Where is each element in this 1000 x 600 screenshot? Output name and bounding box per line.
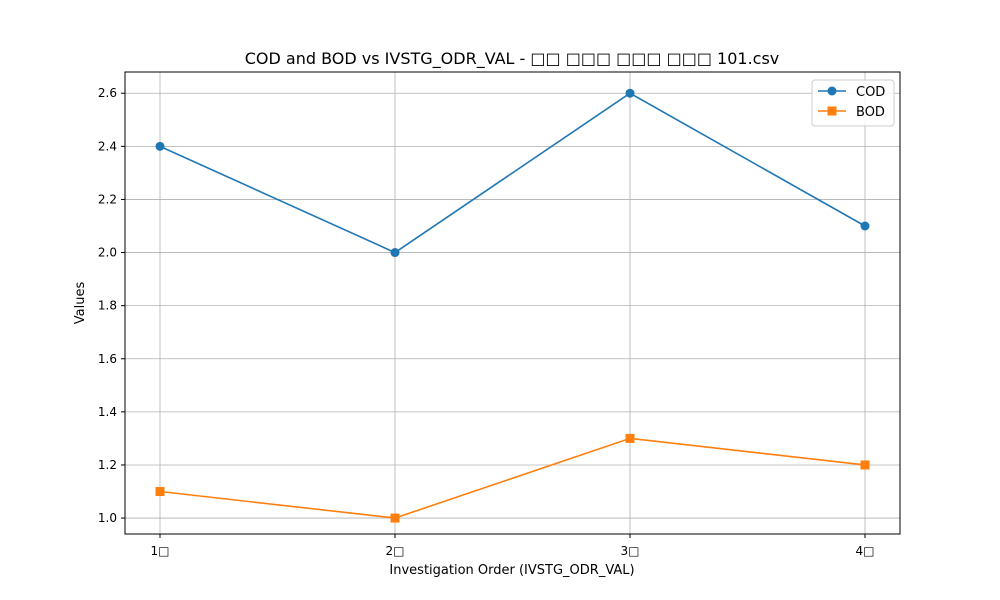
legend-label-cod: COD [856,85,885,100]
bod-data-point [625,433,635,443]
legend-label-bod: BOD [856,105,885,120]
cod-data-point [625,88,635,98]
cod-data-point [155,141,165,151]
bod-data-point [860,460,870,470]
chart-title: COD and BOD vs IVSTG_ODR_VAL - □□ □□□ □□… [245,49,780,69]
y-tick-label: 2.6 [98,86,117,100]
cod-series-line [159,92,866,254]
y-tick-label: 1.8 [98,299,117,313]
y-tick-label: 1.4 [98,405,117,419]
series-layer [155,88,870,523]
y-tick-label: 2.4 [98,139,117,153]
legend-marker-bod [827,106,837,116]
x-tick-label: 3□ [621,544,640,558]
axes: 1□ 2□ 3□ 4□ 1.0 1.2 1.4 1.6 1.8 2.0 2.2 2.4 2.6 [98,71,901,558]
legend-marker-cod [827,86,837,96]
x-axis-label: Investigation Order (IVSTG_ODR_VAL) [389,563,634,578]
y-tick-label: 2.2 [98,192,117,206]
y-tick-label: 1.6 [98,352,117,366]
cod-data-point [390,248,400,258]
bod-data-point [155,487,165,497]
bod-data-point [390,513,400,523]
x-tick-label: 2□ [386,544,405,558]
plot-frame [124,71,901,535]
x-tick-label: 4□ [856,544,875,558]
grid [125,72,900,534]
y-tick-label: 1.2 [98,458,117,472]
x-tick-label: 1□ [151,544,170,558]
bod-series-line [159,437,866,519]
y-tick-label: 1.0 [98,511,117,525]
cod-data-point [860,221,870,231]
y-tick-label: 2.0 [98,246,117,260]
y-axis-label: Values [73,282,88,325]
legend: COD BOD [811,79,895,127]
